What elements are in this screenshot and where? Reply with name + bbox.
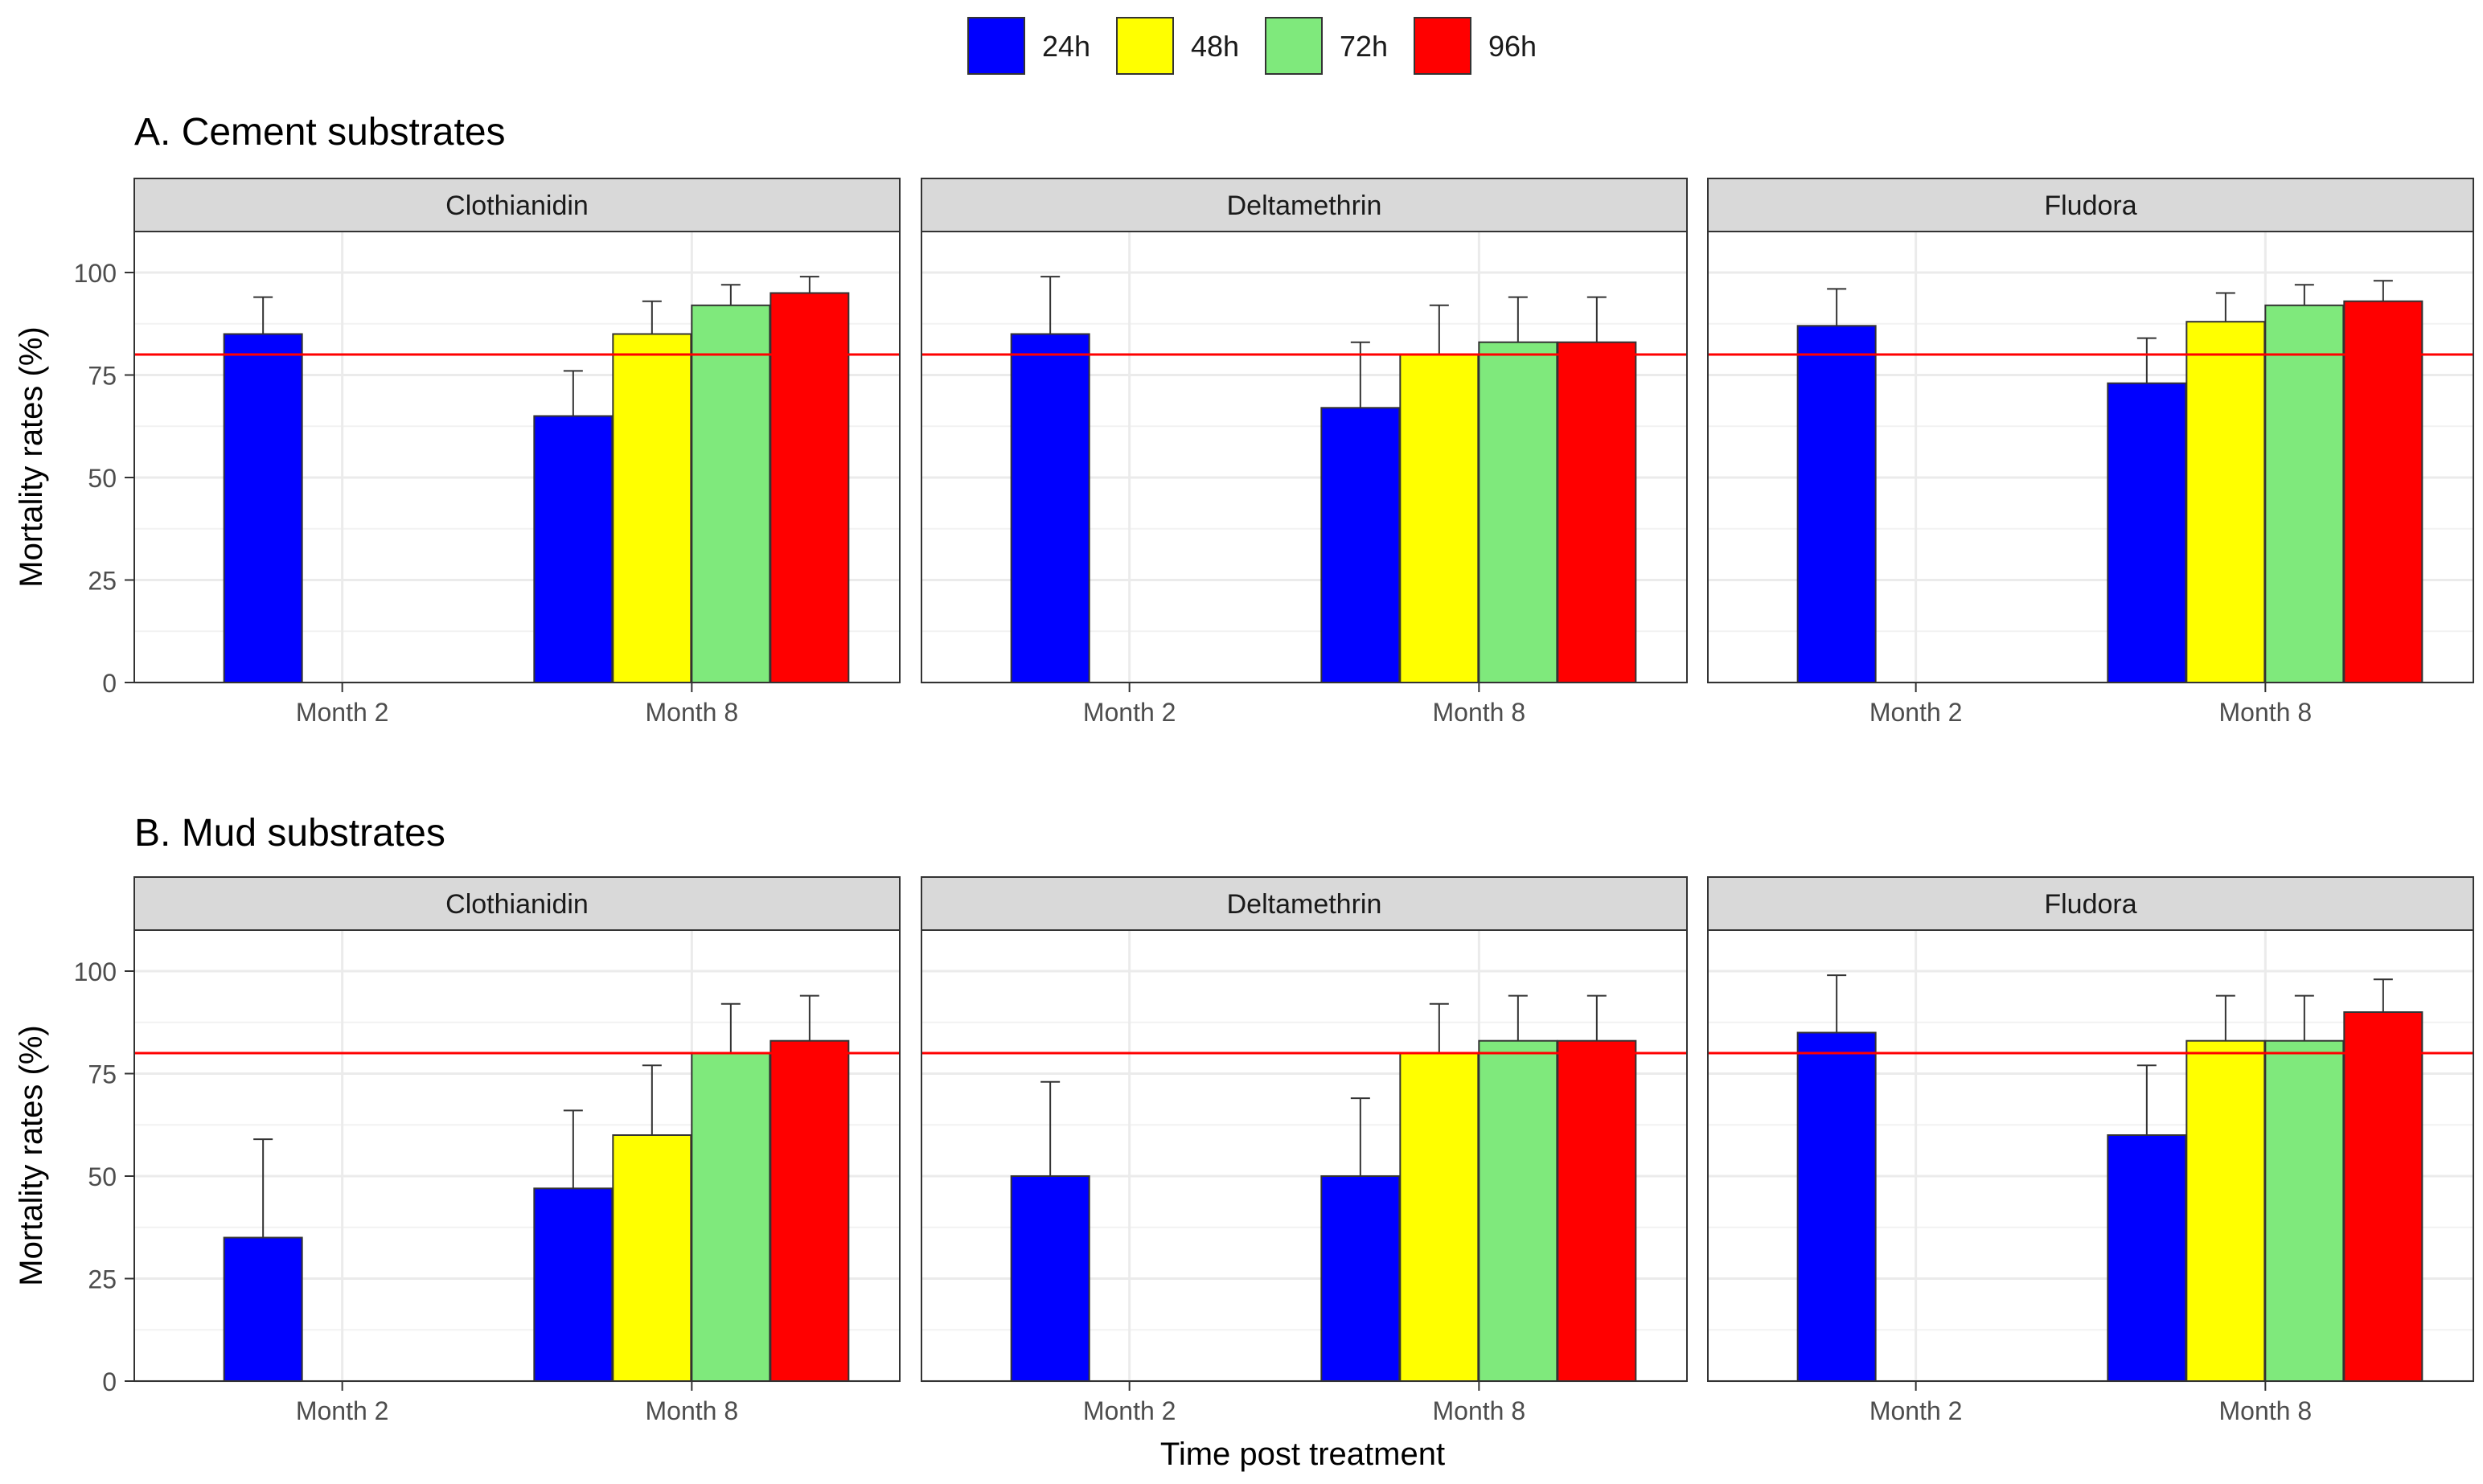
y-axis-title: Mortality rates (%) — [14, 1025, 49, 1286]
facet-strip-label: Fludora — [2044, 191, 2136, 221]
legend-key-24h — [967, 17, 1025, 75]
x-tick-label: Month 8 — [646, 1396, 739, 1425]
bar-48h — [2185, 1039, 2266, 1382]
plot-border — [133, 231, 901, 683]
bar-24h — [2107, 1134, 2187, 1382]
bar-24h — [533, 1187, 614, 1383]
bar-72h — [2264, 1039, 2345, 1382]
bar-96h — [2343, 1011, 2423, 1382]
x-tick-label: Month 2 — [1083, 698, 1176, 727]
bar-72h — [1478, 1039, 1558, 1382]
bar-24h — [1796, 325, 1877, 683]
panel-mud: B. Mud substrates Mortality rates (%) 0 25 5… — [14, 812, 2474, 1425]
plot-border — [921, 231, 1688, 683]
x-tick-label: Month 2 — [1869, 1396, 1963, 1425]
legend-item-48h: 48h — [1116, 17, 1239, 75]
legend-label: 48h — [1191, 30, 1239, 63]
plot-border — [133, 929, 901, 1382]
x-tick-label: Month 8 — [1433, 1396, 1526, 1425]
legend-label: 24h — [1042, 30, 1090, 63]
x-tick-label: Month 2 — [296, 1396, 389, 1425]
legend-key-72h — [1265, 17, 1323, 75]
legend-key-96h — [1414, 17, 1471, 75]
panel-cement: A. Cement substrates Mortality rates (%) 0… — [14, 111, 2474, 727]
x-axis-title: Time post treatment — [1160, 1437, 1445, 1472]
facet-deltamethrin: Deltamethrin Month 2 Month 8 — [921, 178, 1688, 727]
bar-72h — [2264, 304, 2345, 683]
legend-item-24h: 24h — [967, 17, 1090, 75]
facet-clothianidin: Clothianidin Month 2 Month 8 — [133, 876, 901, 1425]
x-tick-label: Month 2 — [1869, 698, 1963, 727]
bar-24h — [1320, 1175, 1401, 1382]
facet-strip — [921, 876, 1688, 931]
y-tick-label: 50 — [88, 1162, 117, 1191]
x-tick-label: Month 8 — [2219, 1396, 2313, 1425]
x-tick-label: Month 8 — [1433, 698, 1526, 727]
legend-item-96h: 96h — [1414, 17, 1537, 75]
legend-label: 96h — [1488, 30, 1537, 63]
bar-72h — [691, 1052, 771, 1382]
facet-strip-label: Deltamethrin — [1227, 889, 1382, 920]
facet-strip-label: Deltamethrin — [1227, 191, 1382, 221]
y-tick-label: 0 — [102, 1367, 117, 1396]
bar-96h — [1557, 341, 1637, 683]
bar-24h — [1010, 1175, 1090, 1382]
y-tick-label: 100 — [74, 259, 117, 288]
y-tick-label: 25 — [88, 567, 117, 596]
plot-border — [1707, 231, 2474, 683]
bar-24h — [223, 333, 303, 683]
facet-fludora: Fludora Month 2 Month 8 — [1707, 178, 2474, 727]
y-tick-label: 75 — [88, 362, 117, 391]
panel-title: B. Mud substrates — [134, 812, 445, 855]
bar-48h — [1399, 354, 1480, 683]
bar-48h — [612, 1134, 692, 1382]
x-tick-label: Month 2 — [1083, 1396, 1176, 1425]
legend: 24h 48h 72h 96h — [967, 17, 1537, 75]
bar-48h — [2185, 321, 2266, 683]
legend-item-72h: 72h — [1265, 17, 1388, 75]
facet-strip-label: Clothianidin — [445, 889, 589, 920]
bar-96h — [2343, 300, 2423, 683]
y-tick-label: 75 — [88, 1060, 117, 1089]
facet-strip-label: Fludora — [2044, 889, 2136, 920]
x-tick-label: Month 2 — [296, 698, 389, 727]
y-tick-label: 100 — [74, 957, 117, 986]
plot-border — [921, 929, 1688, 1382]
bar-96h — [770, 292, 850, 683]
bar-24h — [1796, 1031, 1877, 1382]
bar-72h — [691, 304, 771, 683]
facet-strip — [921, 178, 1688, 232]
bar-24h — [533, 415, 614, 683]
bar-96h — [1557, 1039, 1637, 1382]
facet-strip-label: Clothianidin — [445, 191, 589, 221]
y-tick-label: 0 — [102, 669, 117, 698]
x-tick-label: Month 8 — [2219, 698, 2313, 727]
y-axis-title: Mortality rates (%) — [14, 326, 49, 588]
panel-title: A. Cement substrates — [134, 111, 506, 154]
bar-72h — [1478, 341, 1558, 683]
bar-96h — [770, 1039, 850, 1382]
legend-key-48h — [1116, 17, 1174, 75]
facet-strip — [133, 876, 901, 931]
bar-24h — [1010, 333, 1090, 683]
facet-deltamethrin: Deltamethrin Month 2 Month 8 — [921, 876, 1688, 1425]
y-tick-label: 25 — [88, 1265, 117, 1294]
bar-24h — [223, 1236, 303, 1382]
bar-48h — [612, 333, 692, 683]
bar-24h — [1320, 407, 1401, 683]
facet-fludora: Fludora Month 2 Month 8 — [1707, 876, 2474, 1425]
facet-strip — [133, 178, 901, 232]
x-tick-label: Month 8 — [646, 698, 739, 727]
legend-label: 72h — [1340, 30, 1388, 63]
facet-clothianidin: Clothianidin Month 2 Month 8 — [133, 178, 901, 727]
bar-24h — [2107, 382, 2187, 683]
bar-48h — [1399, 1052, 1480, 1382]
y-tick-label: 50 — [88, 464, 117, 493]
plot-border — [1707, 929, 2474, 1382]
